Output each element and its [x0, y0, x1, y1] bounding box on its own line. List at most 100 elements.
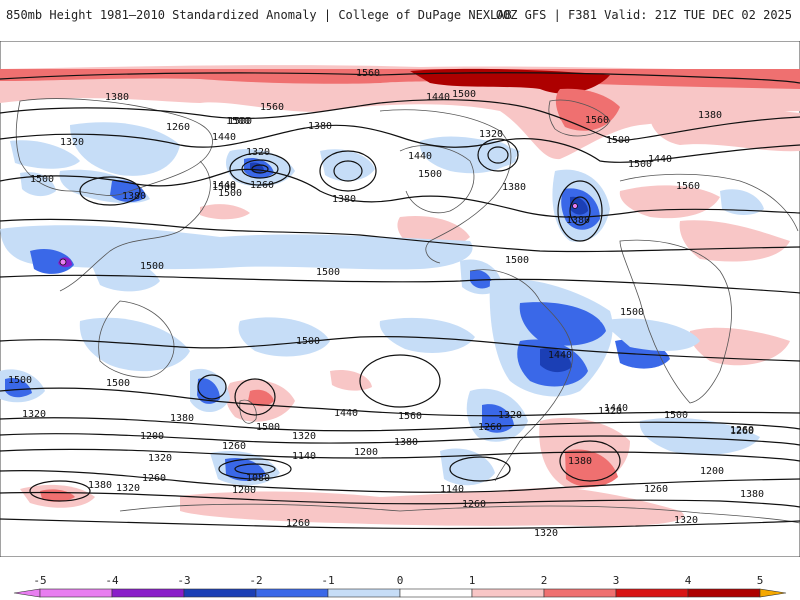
contour-label: 1260	[166, 122, 190, 133]
map-title: 850mb Height 1981–2010 Standardized Anom…	[6, 8, 512, 22]
contour-label: 1260	[730, 426, 754, 437]
contour-label: 1200	[232, 485, 256, 496]
colorbar-tick-label: -5	[33, 574, 46, 587]
colorbar-segment	[327, 588, 401, 598]
colorbar-tick-label: -2	[249, 574, 262, 587]
contour-label: 1380	[332, 194, 356, 205]
contour-label: 1500	[106, 378, 130, 389]
contour-label: 1260	[478, 422, 502, 433]
contour-label: 1380	[105, 92, 129, 103]
contour-label: 1380	[88, 480, 112, 491]
contour-label: 1320	[246, 147, 270, 158]
contour-label: 1380	[740, 489, 764, 500]
colorbar-segment	[399, 588, 473, 598]
colorbar-tick-label: 5	[757, 574, 764, 587]
height-contours	[0, 72, 800, 530]
colorbar-ticks: -5 -4 -3 -2 -1 0 1 2 3 4 5	[33, 574, 763, 587]
colorbar-segment	[543, 588, 617, 598]
contour-label: 1500	[218, 188, 242, 199]
colorbar-high-arrow	[759, 588, 787, 598]
colorbar-low-arrow	[13, 588, 41, 598]
colorbar-segment	[183, 588, 257, 598]
contour-label: 1500	[228, 116, 252, 127]
contour-label: 1440	[648, 154, 672, 165]
contour-label: 1500	[256, 422, 280, 433]
contour-label: 1500	[140, 261, 164, 272]
contour-label: 1200	[354, 447, 378, 458]
colorbar-segment	[111, 588, 185, 598]
contour-label: 1200	[140, 431, 164, 442]
negative-anomaly-shading	[0, 122, 764, 486]
colorbar-tick-label: -1	[321, 574, 334, 587]
contour-label: 1260	[462, 499, 486, 510]
colorbar-tick-label: -3	[177, 574, 190, 587]
contour-label: 1320	[498, 410, 522, 421]
contour-label: 1500	[296, 336, 320, 347]
contour-label: 1200	[700, 466, 724, 477]
contour-label: 1380	[698, 110, 722, 121]
contour-label: 1320	[116, 483, 140, 494]
contour-label: 1260	[250, 180, 274, 191]
contour-label: 1320	[674, 515, 698, 526]
contour-label: 1380	[170, 413, 194, 424]
colorbar-tick-label: 3	[613, 574, 620, 587]
contour-label: 1140	[440, 484, 464, 495]
contour-label: 1140	[292, 451, 316, 462]
contour-label: 1380	[566, 215, 590, 226]
contour-label: 1440	[408, 151, 432, 162]
contour-label: 1440	[548, 350, 572, 361]
contour-label: 1380	[502, 182, 526, 193]
contour-label: 1320	[292, 431, 316, 442]
model-run-info: 00Z GFS | F381 Valid: 21Z TUE DEC 02 202…	[495, 8, 792, 22]
anomaly-center-markers	[59, 203, 578, 266]
colorbar-tick-label: -4	[105, 574, 119, 587]
colorbar-segment	[255, 588, 329, 598]
contour-label: 1260	[730, 425, 754, 436]
contour-label: 1500	[316, 267, 340, 278]
contour-label: 1560	[398, 411, 422, 422]
contour-label: 1500	[628, 159, 652, 170]
anomaly-map: 1560 1500 1380 1260 1320 1440 1500 1560 …	[0, 41, 800, 557]
contour-label: 1500	[212, 182, 236, 193]
contour-label: 1500	[620, 307, 644, 318]
colorbar-tick-label: 1	[469, 574, 476, 587]
contour-label: 1320	[60, 137, 84, 148]
contour-label: 1320	[534, 528, 558, 539]
contour-label: 1560	[356, 68, 380, 79]
contour-label: 1440	[212, 132, 236, 143]
contour-label: 1440	[426, 92, 450, 103]
contour-label: 1320	[148, 453, 172, 464]
contour-label: 1380	[568, 456, 592, 467]
contour-label: 1500	[664, 410, 688, 421]
anomaly-colorbar: -5 -4 -3 -2 -1 0 1 2 3 4 5	[13, 574, 787, 598]
colorbar-segments	[13, 588, 787, 598]
contour-label: 1560	[676, 181, 700, 192]
contour-label: 1260	[222, 441, 246, 452]
contour-label: 1320	[22, 409, 46, 420]
colorbar-segment	[615, 588, 689, 598]
contour-label: 1500	[30, 174, 54, 185]
contour-label: 1560	[260, 102, 284, 113]
contour-label: 1440	[604, 403, 628, 414]
header: 850mb Height 1981–2010 Standardized Anom…	[0, 0, 800, 30]
colorbar-tick-label: 0	[397, 574, 404, 587]
contour-label: 1500	[8, 375, 32, 386]
contour-label: 1440	[212, 180, 236, 191]
colorbar-segment	[687, 588, 761, 598]
contour-label: 1500	[505, 255, 529, 266]
contour-label: 1380	[308, 121, 332, 132]
contour-label: 1500	[606, 135, 630, 146]
contour-label: 1260	[286, 518, 310, 529]
contour-label-group: 1560 1500 1380 1260 1320 1440 1500 1560 …	[8, 68, 764, 539]
contour-label: 1380	[122, 191, 146, 202]
contour-label: 1260	[142, 473, 166, 484]
colorbar-segment	[471, 588, 545, 598]
contour-label: 1440	[334, 408, 358, 419]
colorbar-tick-label: 4	[685, 574, 692, 587]
coastlines	[15, 98, 800, 524]
contour-label: 1260	[644, 484, 668, 495]
colorbar-tick-label: 2	[541, 574, 548, 587]
contour-label: 1380	[394, 437, 418, 448]
contour-label: 1560	[585, 115, 609, 126]
colorbar-segment	[39, 588, 113, 598]
